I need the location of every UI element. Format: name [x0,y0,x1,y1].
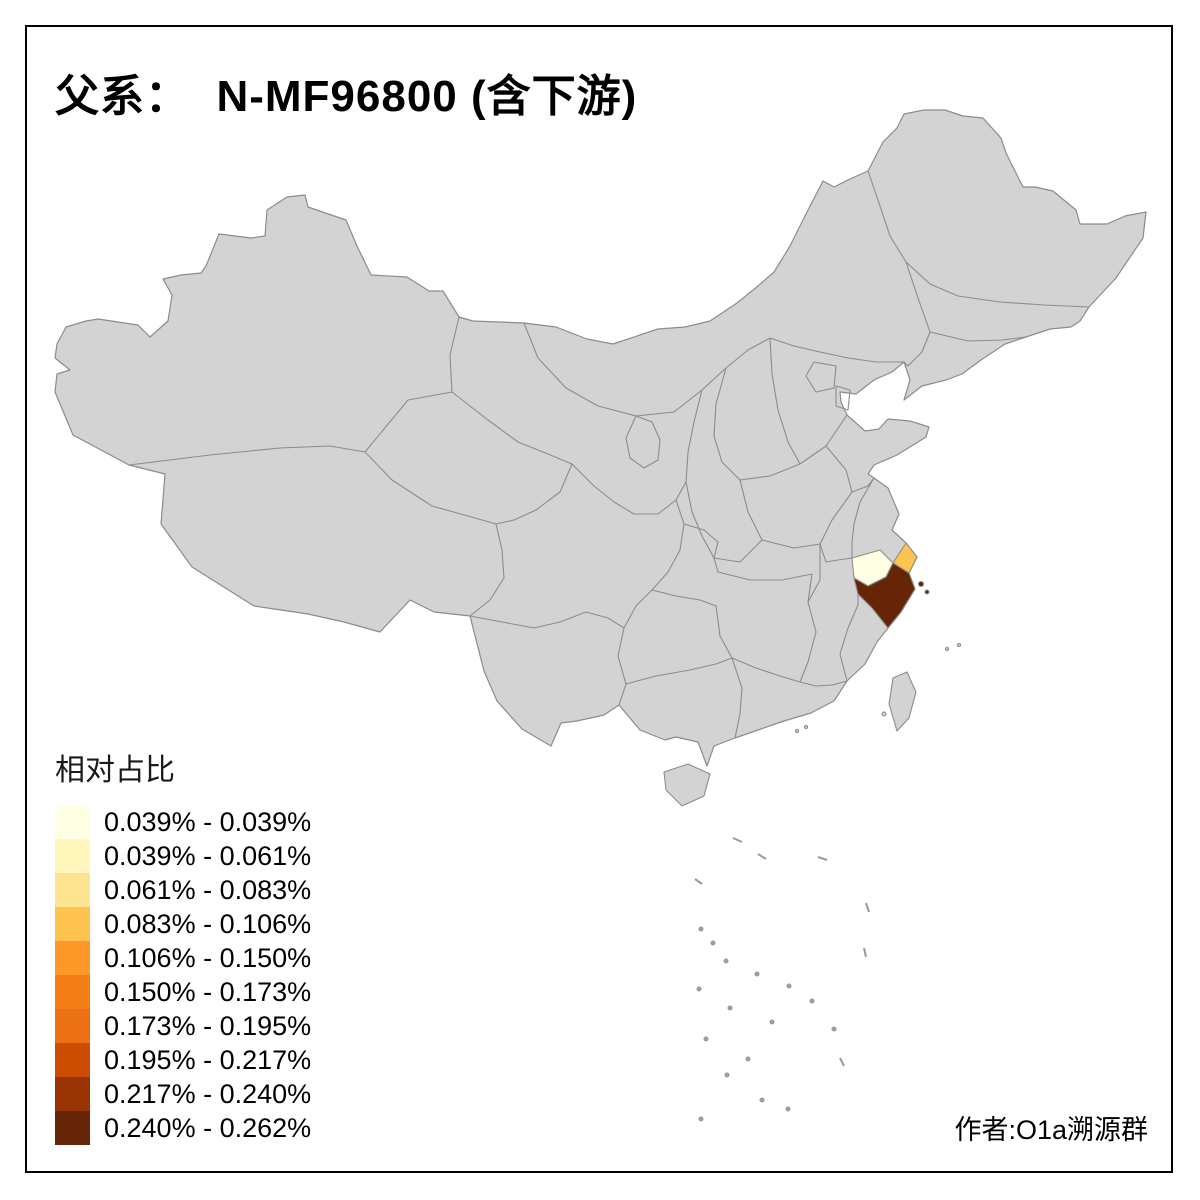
province-border [799,573,817,683]
province-border [957,295,1090,308]
legend-swatch [55,941,90,975]
island-dot [794,728,800,734]
province-border [651,589,717,607]
island-hainan [663,763,711,807]
province-border [903,261,931,367]
island-penghu [881,711,887,717]
province-border [713,367,741,481]
island-dot [944,646,950,652]
legend-swatch [55,873,90,907]
province-border [739,479,763,541]
province-border [469,523,505,617]
legend-item: 0.083% - 0.106% [55,907,311,941]
legend-item: 0.217% - 0.240% [55,1077,311,1111]
province-border [867,170,959,297]
legend-swatch [55,1077,90,1111]
legend-label: 0.061% - 0.083% [104,874,312,905]
province-border [495,463,573,525]
south-china-sea-marks [694,837,870,1122]
province-border [685,389,715,559]
legend-label: 0.240% - 0.262% [104,1112,312,1143]
province-border [683,523,719,559]
legend-item: 0.173% - 0.195% [55,1009,311,1043]
province-border [835,385,851,411]
legend-item: 0.039% - 0.061% [55,839,311,873]
province-border [761,539,821,549]
legend-label: 0.039% - 0.061% [104,840,312,871]
province-border [819,491,853,545]
legend-swatch [55,1009,90,1043]
province-border [769,337,801,465]
province-borders [128,170,1090,739]
province-border [625,657,733,685]
map-title: 父系： N-MF96800 (含下游) [55,72,638,121]
legend-label: 0.106% - 0.150% [104,942,312,973]
region-zhejiang-island [924,589,930,595]
province-border [805,361,837,393]
legend-item: 0.106% - 0.150% [55,941,311,975]
province-border [731,657,801,683]
province-border [739,463,801,481]
province-border [715,605,733,659]
island-dot [956,642,962,648]
province-border [839,594,859,682]
region-zhejiang-island [917,580,925,588]
legend-swatch [55,1043,90,1077]
legend-label: 0.039% - 0.039% [104,806,312,837]
province-border [929,331,1027,342]
province-border [625,415,661,469]
province-border [451,391,573,465]
legend-item: 0.150% - 0.173% [55,975,311,1009]
legend-swatch [55,975,90,1009]
province-border [469,611,625,629]
legend: 相对占比 0.039% - 0.039% 0.039% - 0.061% 0.0… [55,745,311,1145]
island-dot [803,724,809,730]
legend-item: 0.061% - 0.083% [55,873,311,907]
legend-item: 0.195% - 0.217% [55,1043,311,1077]
author-credit: 作者:O1a溯源群 [954,1115,1148,1145]
province-border [825,445,853,493]
legend-swatch [55,907,90,941]
province-border [731,657,743,739]
province-border [851,477,875,558]
province-border [799,680,848,687]
province-border [617,627,627,706]
legend-label: 0.173% - 0.195% [104,1010,312,1041]
legend-item: 0.039% - 0.039% [55,805,311,839]
legend-swatch [55,805,90,839]
province-border [713,539,763,563]
plot-frame [25,25,1173,1173]
legend-label: 0.150% - 0.173% [104,976,312,1007]
legend-item: 0.240% - 0.262% [55,1111,311,1145]
legend-label: 0.195% - 0.217% [104,1044,312,1075]
province-border [819,543,853,563]
legend-label: 0.083% - 0.106% [104,908,312,939]
legend-title: 相对占比 [55,754,175,787]
province-border [807,544,821,603]
legend-swatch [55,839,90,873]
province-border [713,557,813,581]
legend-swatch [55,1111,90,1145]
province-border [364,451,497,525]
region-zhejiang [853,562,916,629]
legend-label: 0.217% - 0.240% [104,1078,312,1109]
island-taiwan [888,671,917,732]
